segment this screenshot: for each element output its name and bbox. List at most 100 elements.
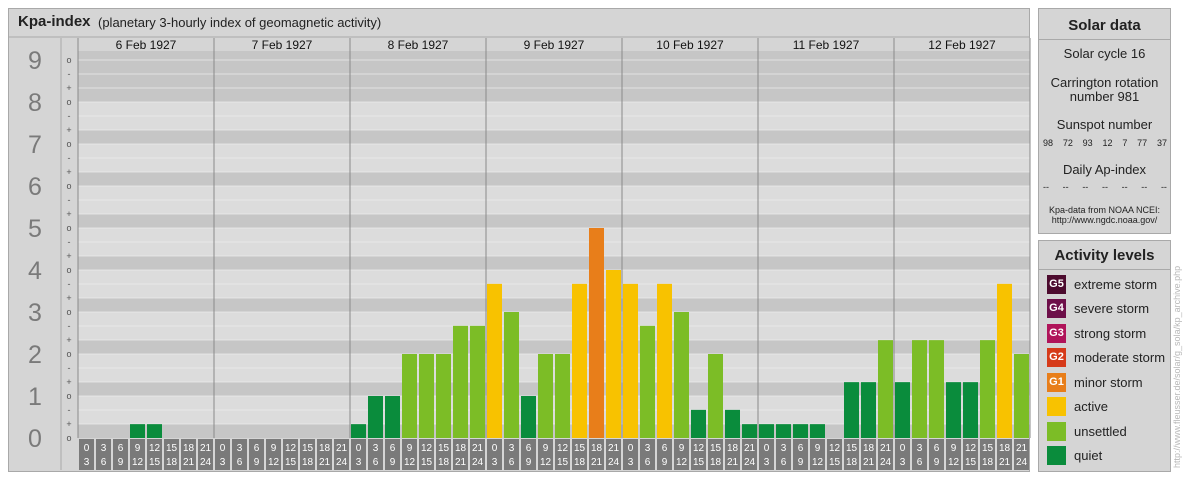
kp-bar	[946, 382, 961, 438]
interval-start-label: 3	[645, 443, 651, 454]
kp-bar	[963, 382, 978, 438]
interval-end-label: 3	[628, 457, 634, 468]
interval-cell	[725, 439, 740, 470]
kp-bar	[504, 312, 519, 438]
interval-start-label: 18	[319, 443, 331, 454]
interval-start-label: 12	[965, 443, 977, 454]
level-moderate-storm: G2 moderate storm	[1047, 347, 1165, 367]
kp-bar	[147, 424, 162, 438]
interval-start-label: 3	[509, 443, 515, 454]
kp-bar	[589, 228, 604, 438]
ap-value: --	[1062, 182, 1069, 192]
interval-cell	[317, 439, 332, 470]
interval-cell	[878, 439, 893, 470]
day-label: 9 Feb 1927	[524, 38, 585, 52]
sunspot-value: 37	[1156, 138, 1167, 148]
level-label: severe storm	[1074, 300, 1150, 316]
y-tick-label: 9	[28, 47, 42, 75]
y-minor-tick: o	[66, 181, 71, 191]
kp-bar	[861, 382, 876, 438]
interval-end-label: 6	[781, 457, 787, 468]
kp-bar	[793, 424, 808, 438]
interval-start-label: 6	[118, 443, 124, 454]
interval-cell	[759, 439, 774, 470]
band-dark	[78, 298, 1030, 312]
interval-end-label: 21	[183, 457, 195, 468]
interval-cell	[895, 439, 910, 470]
interval-start-label: 15	[982, 443, 994, 454]
activity-levels-panel: Activity levels G5 extreme storm G4 seve…	[1038, 240, 1171, 472]
day-label: 11 Feb 1927	[793, 38, 860, 52]
interval-cell	[283, 439, 298, 470]
interval-end-label: 15	[829, 457, 841, 468]
interval-end-label: 21	[727, 457, 739, 468]
interval-cell	[929, 439, 944, 470]
interval-end-label: 12	[812, 457, 824, 468]
interval-start-label: 21	[472, 443, 484, 454]
kp-bar	[538, 354, 553, 438]
interval-cell	[249, 439, 264, 470]
interval-start-label: 21	[744, 443, 756, 454]
kp-bar	[470, 325, 485, 438]
kp-bar	[623, 283, 638, 438]
chart-title: Kpa-index	[18, 13, 91, 30]
interval-start-label: 0	[492, 443, 498, 454]
chart-subtitle: (planetary 3-hourly index of geomagnetic…	[98, 15, 382, 30]
kp-bar	[572, 283, 587, 438]
interval-start-label: 9	[951, 443, 957, 454]
interval-start-label: 21	[200, 443, 212, 454]
interval-start-label: 3	[373, 443, 379, 454]
y-minor-tick: -	[68, 237, 71, 247]
interval-end-label: 3	[220, 457, 226, 468]
day-label-strip	[78, 38, 1030, 51]
level-swatch	[1047, 445, 1066, 465]
y-minor-tick: o	[66, 139, 71, 149]
level-label: moderate storm	[1074, 349, 1166, 365]
interval-start-label: 12	[829, 443, 841, 454]
band-dark	[78, 51, 1030, 88]
interval-cell	[130, 439, 145, 470]
interval-cell	[827, 439, 842, 470]
interval-cell	[946, 439, 961, 470]
interval-cell	[487, 439, 502, 470]
kp-bar	[606, 270, 621, 438]
y-minor-tick: -	[68, 279, 71, 289]
interval-start-label: 9	[271, 443, 277, 454]
y-tick-label: 5	[28, 215, 42, 243]
y-minor-tick: o	[66, 433, 71, 443]
interval-start-label: 0	[764, 443, 770, 454]
level-strong-storm: G3 strong storm	[1047, 323, 1146, 343]
y-minor-tick: o	[66, 265, 71, 275]
sunspot-value: 98	[1043, 138, 1054, 148]
interval-end-label: 21	[319, 457, 331, 468]
interval-end-label: 3	[492, 457, 498, 468]
interval-end-label: 3	[84, 457, 90, 468]
kp-bar	[351, 424, 366, 438]
sunspot-value: 77	[1137, 138, 1148, 148]
interval-cell	[351, 439, 366, 470]
interval-end-label: 9	[934, 457, 940, 468]
interval-end-label: 18	[166, 457, 178, 468]
interval-end-label: 3	[356, 457, 362, 468]
y-minor-tick: -	[68, 69, 71, 79]
kp-bar	[759, 424, 774, 438]
level-label: unsettled	[1074, 423, 1127, 439]
kp-bar	[555, 354, 570, 438]
kp-bar	[1014, 354, 1029, 438]
interval-cell	[912, 439, 927, 470]
ap-values: -- -- -- -- -- -- --	[1043, 182, 1167, 192]
sunspot-value: 93	[1082, 138, 1093, 148]
level-label: extreme storm	[1074, 276, 1158, 292]
interval-start-label: 18	[183, 443, 195, 454]
interval-start-label: 6	[798, 443, 804, 454]
interval-cell	[861, 439, 876, 470]
interval-end-label: 24	[200, 457, 212, 468]
interval-end-label: 9	[662, 457, 668, 468]
interval-cell	[113, 439, 128, 470]
interval-cell	[164, 439, 179, 470]
kp-bar	[691, 409, 706, 438]
interval-end-label: 9	[798, 457, 804, 468]
kp-bar	[708, 354, 723, 438]
interval-start-label: 15	[438, 443, 450, 454]
interval-cell	[181, 439, 196, 470]
